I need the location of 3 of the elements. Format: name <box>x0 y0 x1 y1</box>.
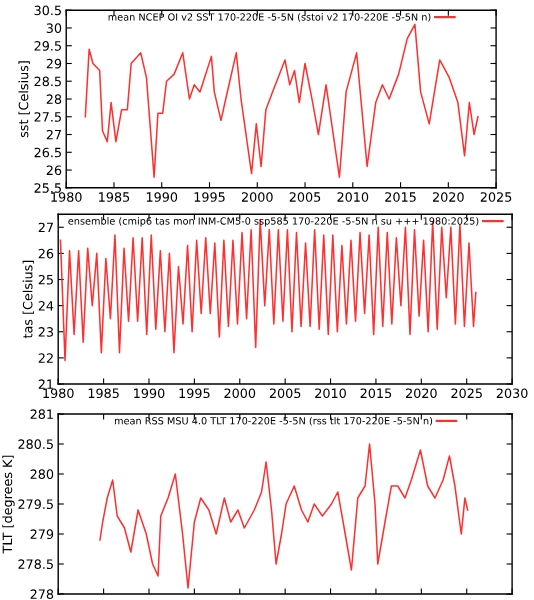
line-series <box>84 23 479 178</box>
line-series <box>99 443 469 589</box>
line-series <box>59 218 477 362</box>
